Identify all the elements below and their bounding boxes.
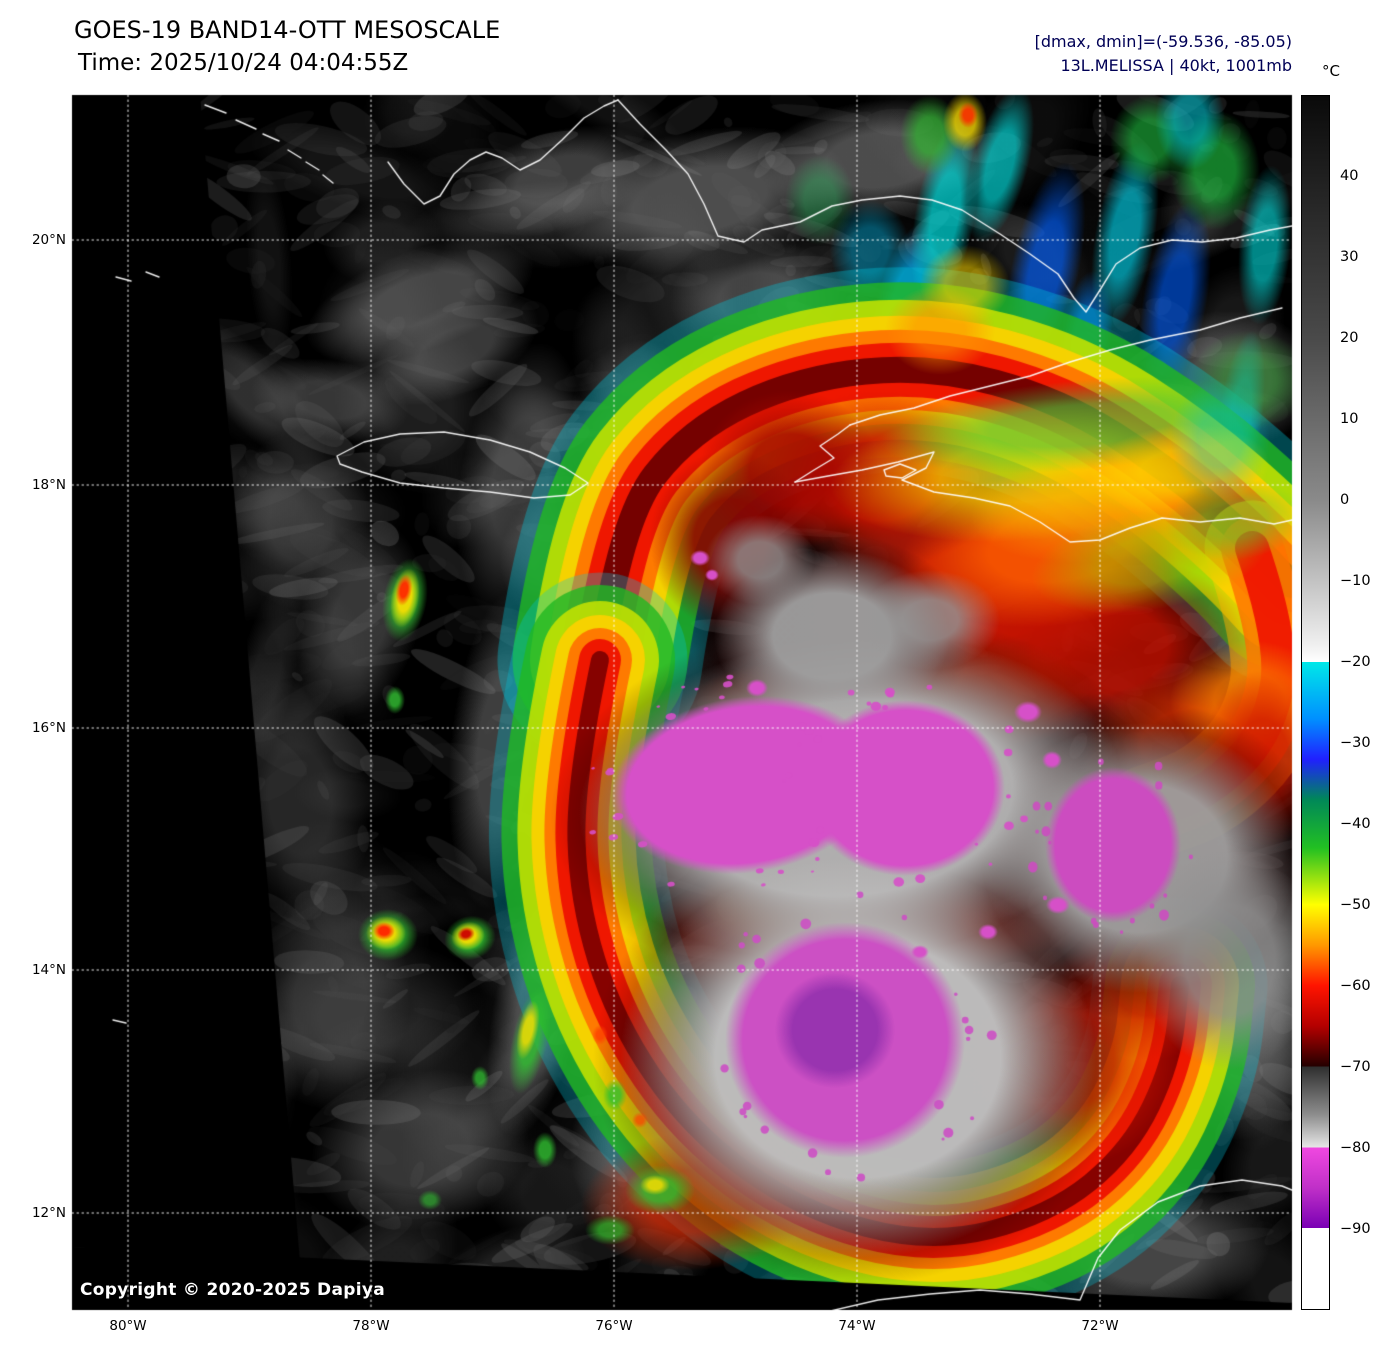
lat-axis-label: 16°N (31, 720, 66, 736)
colorbar-tick-label: −80 (1340, 1140, 1371, 1156)
lat-axis-label: 12°N (31, 1205, 66, 1221)
lat-axis-label: 20°N (31, 232, 66, 248)
lon-axis-label: 72°W (1081, 1318, 1119, 1334)
colorbar-tick-label: 40 (1340, 168, 1359, 184)
colorbar-tick-label: 30 (1340, 249, 1359, 265)
colorbar-tick-label: −50 (1340, 897, 1371, 913)
colorbar-tick-label: 0 (1340, 492, 1350, 508)
colorbar-tick-label: −90 (1340, 1221, 1371, 1237)
colorbar-tick-label: 20 (1340, 330, 1359, 346)
lon-axis-label: 76°W (595, 1318, 633, 1334)
colorbar-tick-label: −30 (1340, 735, 1371, 751)
lon-axis-label: 80°W (109, 1318, 147, 1334)
product-title: GOES-19 BAND14-OTT MESOSCALE (74, 16, 501, 44)
dmax-dmin-readout: [dmax, dmin]=(-59.536, -85.05) (1034, 32, 1292, 51)
colorbar-tick-label: −20 (1340, 654, 1371, 670)
lon-axis-label: 74°W (838, 1318, 876, 1334)
product-time: Time: 2025/10/24 04:04:55Z (78, 50, 409, 76)
lat-axis-label: 14°N (31, 962, 66, 978)
colorbar-unit-label: °C (1322, 62, 1340, 80)
storm-info: 13L.MELISSA | 40kt, 1001mb (1060, 56, 1292, 75)
colorbar-tick-label: −10 (1340, 573, 1371, 589)
colorbar-tick-label: 10 (1340, 411, 1359, 427)
lon-axis-label: 78°W (352, 1318, 390, 1334)
colorbar-gradient (1301, 95, 1330, 1310)
colorbar-tick-label: −40 (1340, 816, 1371, 832)
colorbar-tick-label: −60 (1340, 978, 1371, 994)
colorbar-tick-label: −70 (1340, 1059, 1371, 1075)
lat-axis-label: 18°N (31, 477, 66, 493)
copyright-label: Copyright © 2020-2025 Dapiya (80, 1280, 385, 1300)
